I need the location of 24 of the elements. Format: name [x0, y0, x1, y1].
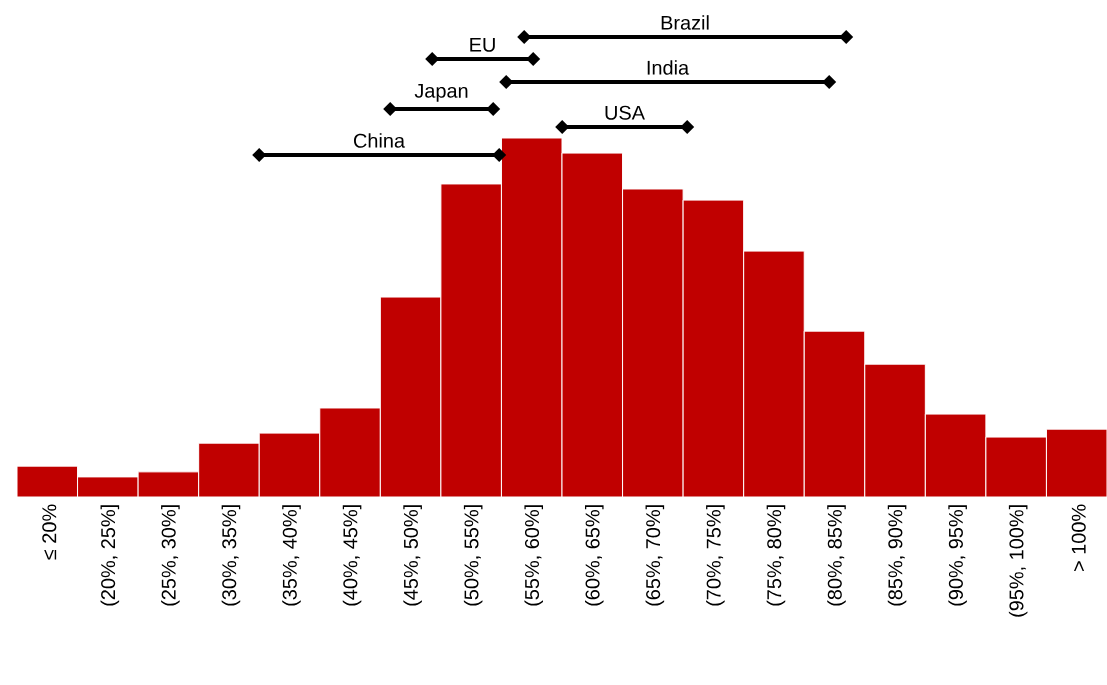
text: India — [647, 60, 690, 75]
x-tick-label: (90%, 95%] — [948, 505, 967, 606]
x-tick-label: (45%, 50%] — [403, 505, 422, 606]
text: Brazil — [661, 15, 709, 30]
x-tick-label: (20%, 25%] — [100, 505, 120, 606]
text: EU — [470, 37, 495, 52]
x-tick-label: (55%, 60%] — [524, 505, 544, 606]
x-tick-label: (95%, 100%] — [1008, 505, 1028, 617]
x-tick-label: > 100% — [1071, 504, 1086, 571]
text: Japan — [414, 83, 468, 102]
x-tick-label: (25%, 30%] — [161, 505, 180, 606]
annotation: China — [353, 133, 406, 148]
x-tick-label: (70%, 75%] — [706, 505, 725, 606]
x-tick-label: (85%, 90%] — [887, 505, 907, 606]
x-tick-label: (35%, 40%] — [282, 505, 301, 606]
x-tick-label: (50%, 55%] — [463, 505, 483, 606]
x-tick-label: (65%, 70%] — [645, 505, 665, 606]
x-tick-label: (80%, 85%] — [827, 505, 846, 606]
text: USA — [605, 105, 645, 120]
x-tick-label: ≤ 20% — [42, 504, 57, 560]
x-tick-label: (40%, 45%] — [342, 505, 362, 606]
x-tick-label: (60%, 65%] — [584, 505, 604, 606]
x-tick-label: (75%, 80%] — [766, 505, 786, 606]
x-tick-label: (30%, 35%] — [221, 505, 241, 606]
